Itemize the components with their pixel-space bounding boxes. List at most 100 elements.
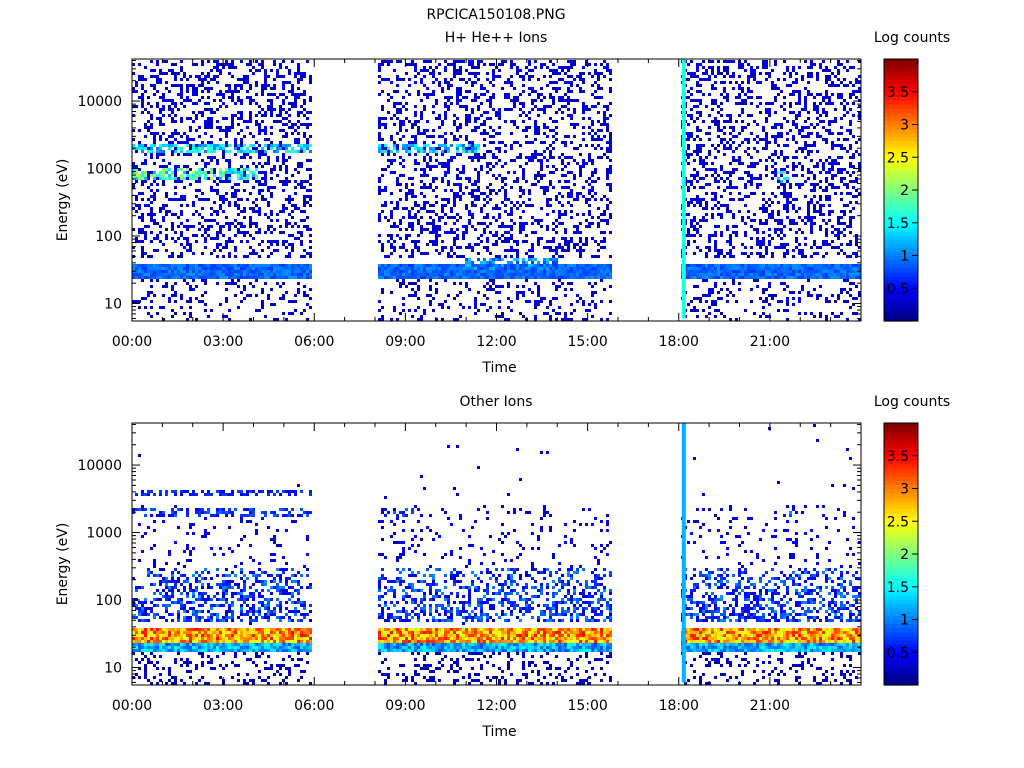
spectrogram-cell	[696, 84, 699, 87]
spectrogram-cell	[288, 252, 291, 255]
spectrogram-cell	[195, 114, 198, 117]
spectrogram-cell	[531, 141, 534, 144]
spectrogram-cell	[750, 273, 753, 276]
spectrogram-cell	[687, 267, 690, 270]
spectrogram-cell	[285, 66, 288, 69]
spectrogram-cell	[471, 216, 474, 219]
spectrogram-cell	[534, 99, 537, 102]
spectrogram-cell	[279, 147, 282, 150]
spectrogram-cell	[396, 318, 399, 321]
spectrogram-cell	[450, 156, 453, 159]
spectrogram-cell	[510, 261, 513, 264]
spectrogram-cell	[420, 264, 423, 267]
spectrogram-cell	[705, 72, 708, 75]
spectrogram-cell	[183, 273, 186, 276]
spectrogram-cell	[501, 165, 504, 168]
spectrogram-cell	[231, 99, 234, 102]
spectrogram-cell	[297, 231, 300, 234]
spectrogram-cell	[141, 102, 144, 105]
spectrogram-cell	[723, 144, 726, 147]
spectrogram-cell	[231, 117, 234, 120]
spectrogram-cell	[519, 273, 522, 276]
spectrogram-cell	[573, 267, 576, 270]
spectrogram-cell	[243, 264, 246, 267]
spectrogram-cell	[186, 249, 189, 252]
spectrogram-cell	[747, 123, 750, 126]
spectrogram-cell	[288, 300, 291, 303]
spectrogram-cell	[513, 264, 516, 267]
spectrogram-cell	[234, 255, 237, 258]
spectrogram-cell	[702, 120, 705, 123]
spectrogram-cell	[510, 270, 513, 273]
spectrogram-cell	[282, 162, 285, 165]
spectrogram-cell	[546, 267, 549, 270]
spectrogram-cell	[720, 195, 723, 198]
spectrogram-cell	[429, 288, 432, 291]
spectrogram-cell	[306, 111, 309, 114]
spectrogram-cell	[381, 267, 384, 270]
spectrogram-cell	[240, 198, 243, 201]
spectrogram-cell	[471, 249, 474, 252]
spectrogram-cell	[150, 216, 153, 219]
spectrogram-cell	[249, 192, 252, 195]
spectrogram-cell	[261, 195, 264, 198]
spectrogram-cell	[192, 150, 195, 153]
spectrogram-cell	[216, 108, 219, 111]
spectrogram-cell	[588, 225, 591, 228]
spectrogram-cell	[714, 276, 717, 279]
spectrogram-cell	[774, 246, 777, 249]
spectrogram-cell	[555, 126, 558, 129]
spectrogram-cell	[459, 72, 462, 75]
spectrogram-cell	[249, 156, 252, 159]
spectrogram-cell	[294, 75, 297, 78]
spectrogram-cell	[462, 264, 465, 267]
spectrogram-cell	[222, 255, 225, 258]
spectrogram-cell	[492, 69, 495, 72]
spectrogram-cell	[576, 264, 579, 267]
spectrogram-cell	[234, 282, 237, 285]
spectrogram-cell	[294, 237, 297, 240]
spectrogram-cell	[720, 177, 723, 180]
spectrogram-cell	[435, 225, 438, 228]
spectrogram-cell	[156, 150, 159, 153]
spectrogram-cell	[528, 63, 531, 66]
spectrogram-cell	[702, 294, 705, 297]
spectrogram-cell	[141, 255, 144, 258]
spectrogram-cell	[459, 105, 462, 108]
spectrogram-cell	[549, 75, 552, 78]
spectrogram-cell	[468, 141, 471, 144]
spectrogram-cell	[537, 93, 540, 96]
spectrogram-cell	[198, 198, 201, 201]
spectrogram-cell	[456, 192, 459, 195]
spectrogram-cell	[249, 69, 252, 72]
spectrogram-cell	[516, 264, 519, 267]
spectrogram-cell	[459, 189, 462, 192]
spectrogram-cell	[387, 234, 390, 237]
spectrogram-cell	[414, 282, 417, 285]
spectrogram-cell	[699, 264, 702, 267]
spectrogram-cell	[408, 282, 411, 285]
spectrogram-cell	[489, 252, 492, 255]
spectrogram-cell	[567, 60, 570, 63]
spectrogram-cell	[171, 153, 174, 156]
spectrogram-cell	[552, 186, 555, 189]
spectrogram-cell	[273, 228, 276, 231]
spectrogram-cell	[447, 63, 450, 66]
spectrogram-cell	[546, 84, 549, 87]
spectrogram-cell	[555, 81, 558, 84]
spectrogram-cell	[687, 234, 690, 237]
spectrogram-cell	[486, 309, 489, 312]
spectrogram-cell	[456, 87, 459, 90]
spectrogram-cell	[537, 78, 540, 81]
spectrogram-cell	[453, 156, 456, 159]
spectrogram-cell	[717, 249, 720, 252]
spectrogram-cell	[156, 183, 159, 186]
spectrogram-cell	[474, 312, 477, 315]
spectrogram-cell	[177, 147, 180, 150]
spectrogram-cell	[498, 291, 501, 294]
spectrogram-cell	[432, 231, 435, 234]
spectrogram-cell	[390, 252, 393, 255]
spectrogram-cell	[309, 306, 312, 309]
spectrogram-cell	[489, 162, 492, 165]
spectrogram-cell	[483, 204, 486, 207]
